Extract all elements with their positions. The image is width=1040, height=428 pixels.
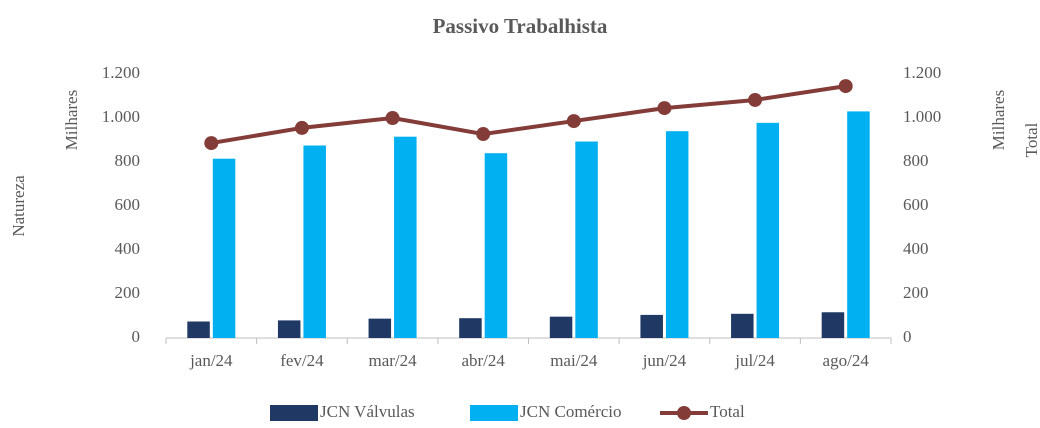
bar <box>821 312 845 338</box>
bar <box>756 122 780 338</box>
y2-tick-label: 1.200 <box>903 63 941 82</box>
y2-tick-label: 600 <box>903 195 929 214</box>
line-point <box>838 79 853 94</box>
y-tick-label: 600 <box>115 195 141 214</box>
x-tick-label: mar/24 <box>368 351 417 370</box>
y-tick-label: 800 <box>115 151 141 170</box>
bar <box>484 153 508 338</box>
bar <box>847 111 870 339</box>
chart-title: Passivo Trabalhista <box>433 14 608 38</box>
bar <box>277 320 301 338</box>
line-point <box>748 92 763 107</box>
x-tick-label: jan/24 <box>189 351 233 370</box>
y-tick-label: 400 <box>115 239 141 258</box>
x-tick-label: jul/24 <box>734 351 775 370</box>
bar <box>665 131 689 338</box>
y-axis-units: Milhares <box>62 90 81 150</box>
bar <box>212 158 236 338</box>
y2-tick-label: 800 <box>903 151 929 170</box>
bar <box>731 313 754 338</box>
x-tick-label: jun/24 <box>642 351 687 370</box>
y2-tick-label: 200 <box>903 283 929 302</box>
y-tick-label: 1.000 <box>102 107 140 126</box>
line <box>210 84 846 146</box>
x-tick-label: abr/24 <box>461 351 505 370</box>
line-point <box>204 136 219 151</box>
bar <box>640 314 663 338</box>
line-point <box>385 111 400 125</box>
legend-swatch <box>270 405 318 421</box>
bar <box>368 318 392 338</box>
legend-label: JCN Válvulas <box>320 402 415 421</box>
legend-swatch <box>677 406 691 420</box>
y-tick-label: 200 <box>115 283 141 302</box>
legend-label: JCN Comércio <box>520 402 622 421</box>
bar <box>303 145 326 338</box>
y-axis-label: Natureza <box>9 175 28 237</box>
line-point <box>657 101 672 116</box>
y2-tick-label: 1.000 <box>903 107 941 126</box>
y2-axis-label: Total <box>1022 122 1040 157</box>
x-tick-label: fev/24 <box>280 351 324 370</box>
legend-label: Total <box>710 402 745 421</box>
y2-tick-label: 400 <box>903 239 929 258</box>
legend-swatch <box>470 405 518 421</box>
line-point <box>476 127 491 142</box>
y-tick-label: 1.200 <box>102 63 140 82</box>
bar <box>549 316 573 338</box>
line-point <box>566 114 581 129</box>
y-tick-label: 0 <box>132 327 141 346</box>
bar <box>459 318 482 338</box>
x-tick-label: mai/24 <box>550 351 598 370</box>
y2-axis-units: Milhares <box>989 90 1008 150</box>
bar <box>187 321 210 338</box>
bar <box>394 136 417 338</box>
line-point <box>294 120 309 135</box>
x-tick-label: ago/24 <box>823 351 870 370</box>
y2-tick-label: 0 <box>903 327 912 346</box>
bar <box>575 141 598 338</box>
